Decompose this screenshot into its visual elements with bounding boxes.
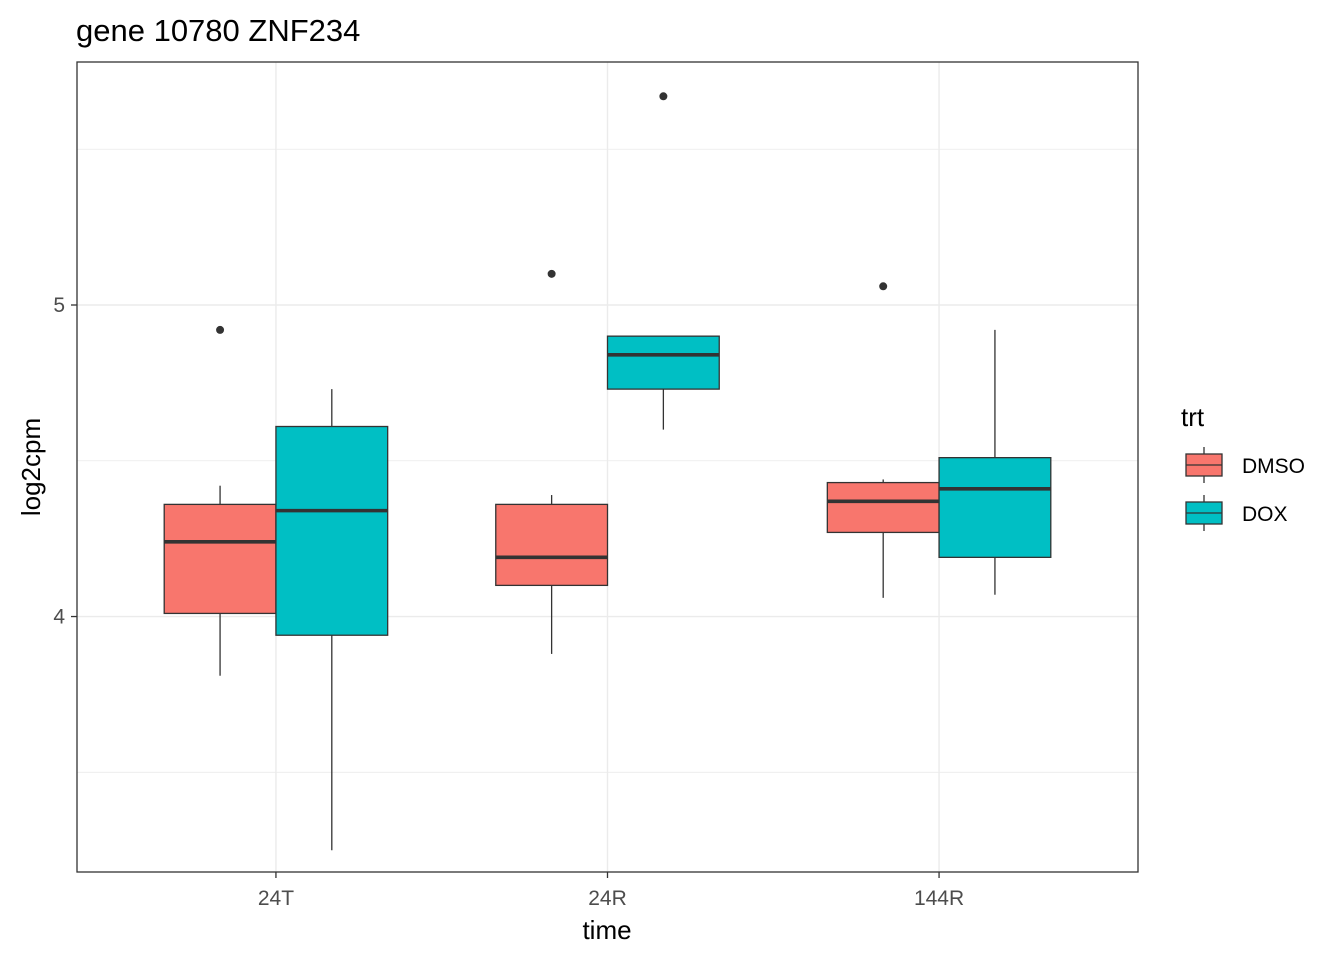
outlier-point [879, 282, 888, 291]
outlier-point [659, 92, 668, 101]
y-tick-label: 5 [53, 294, 65, 317]
legend-title: trt [1181, 402, 1205, 432]
chart-title: gene 10780 ZNF234 [76, 13, 360, 48]
legend-entry-dmso: DMSO [1185, 447, 1305, 483]
legend: trt DMSO DOX [1181, 402, 1305, 531]
box-dox-24r [606, 92, 720, 430]
boxes [163, 92, 1052, 851]
outlier-point [547, 269, 556, 278]
box-dmso-24t [163, 325, 277, 676]
axes: 4 5 24T 24R 144R [53, 294, 964, 910]
legend-label: DOX [1242, 503, 1288, 526]
box-body [938, 457, 1052, 558]
y-axis-title: log2cpm [16, 418, 46, 516]
x-tick-label: 24T [258, 887, 294, 910]
outlier-point [216, 325, 225, 334]
y-tick-label: 4 [53, 606, 65, 629]
box-dmso-24r [495, 269, 609, 654]
x-tick-label: 24R [588, 887, 627, 910]
box-dmso-144r [826, 282, 940, 598]
legend-label: DMSO [1242, 455, 1305, 478]
box-body [606, 335, 720, 390]
x-axis-title: time [582, 915, 631, 945]
box-dox-144r [938, 329, 1052, 595]
box-body [275, 425, 389, 636]
box-body [495, 503, 609, 587]
box-dox-24t [275, 389, 389, 851]
legend-entry-dox: DOX [1185, 495, 1288, 531]
x-tick-label: 144R [914, 887, 964, 910]
box-body [826, 481, 940, 534]
box-body [163, 503, 277, 615]
